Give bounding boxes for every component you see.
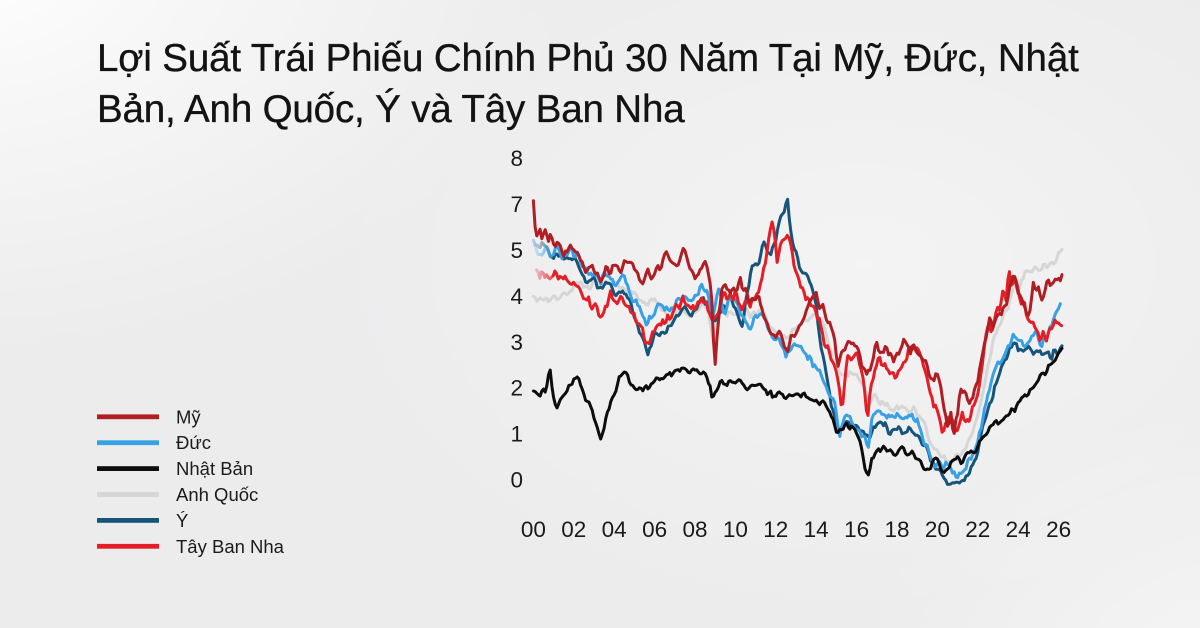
svg-text:12: 12 [763,517,788,542]
svg-text:5: 5 [510,238,523,263]
svg-text:0: 0 [510,468,523,493]
svg-text:7: 7 [510,192,523,217]
svg-text:00: 00 [521,517,546,542]
svg-text:16: 16 [844,517,869,542]
svg-text:26: 26 [1046,517,1071,542]
svg-text:Nhật Bản: Nhật Bản [176,458,253,479]
svg-text:2: 2 [510,376,523,401]
svg-text:10: 10 [723,517,748,542]
svg-text:Mỹ: Mỹ [176,406,201,427]
svg-text:14: 14 [804,517,829,542]
svg-text:Anh Quốc: Anh Quốc [176,484,258,505]
svg-text:08: 08 [682,517,707,542]
svg-text:4: 4 [510,284,523,309]
svg-text:22: 22 [965,517,990,542]
svg-text:Đức: Đức [176,432,211,453]
svg-text:Tây Ban Nha: Tây Ban Nha [176,536,285,557]
svg-text:18: 18 [884,517,909,542]
svg-text:06: 06 [642,517,667,542]
svg-text:04: 04 [602,517,627,542]
svg-text:24: 24 [1006,517,1031,542]
svg-text:Ý: Ý [176,510,188,531]
svg-text:8: 8 [510,146,523,171]
svg-text:20: 20 [925,517,950,542]
svg-text:02: 02 [561,517,586,542]
svg-text:1: 1 [510,422,523,447]
svg-text:3: 3 [510,330,523,355]
